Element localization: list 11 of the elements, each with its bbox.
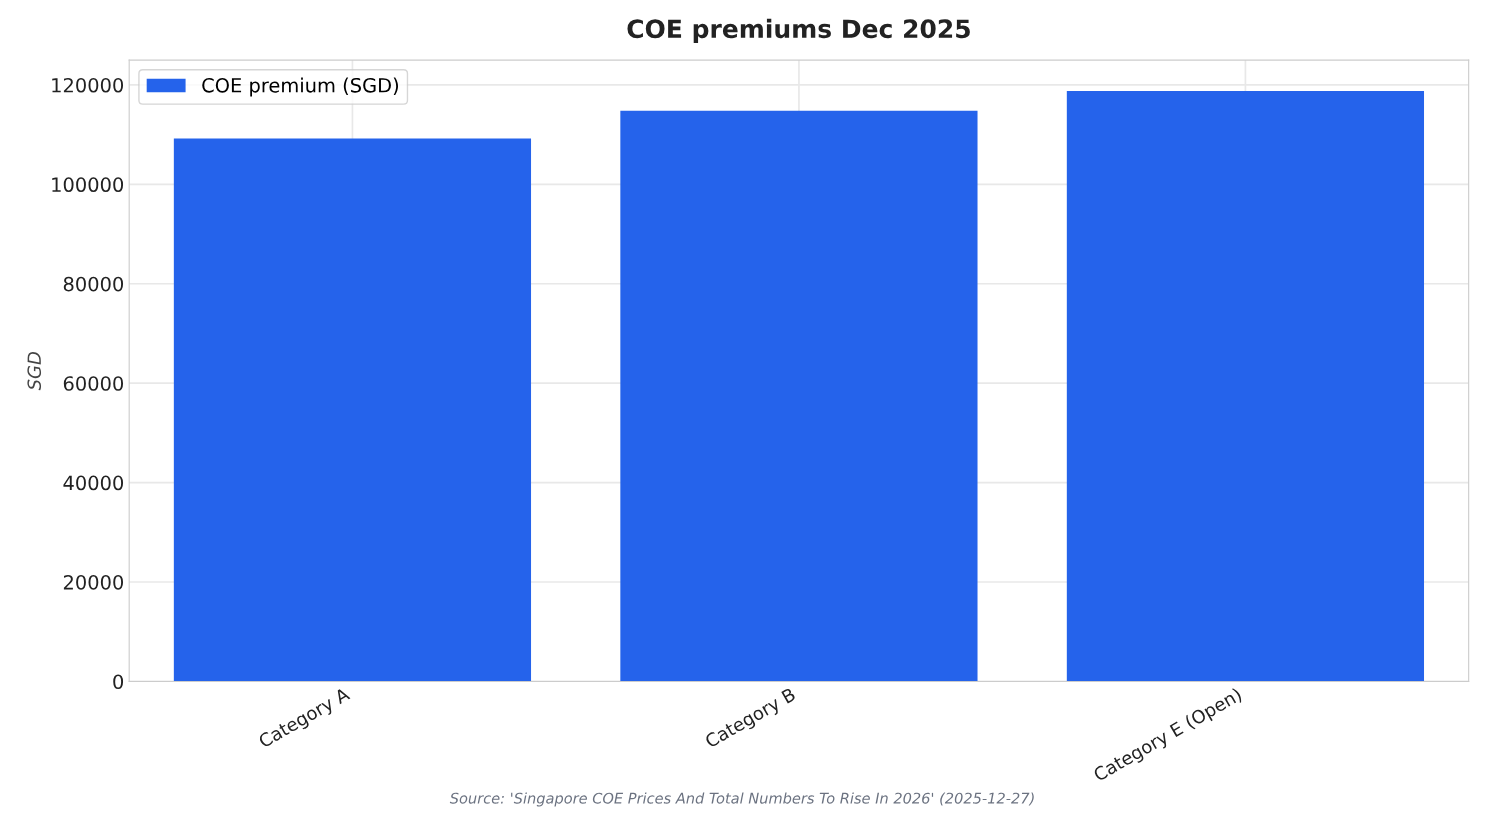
legend-label: COE premium (SGD) [202, 77, 399, 97]
y-axis-title: SGD [27, 351, 42, 391]
y-tick-label: 40000 [63, 475, 124, 491]
y-tick-label: 120000 [52, 77, 124, 93]
y-tick-label: 100000 [52, 177, 124, 193]
y-tick-label: 0 [113, 674, 124, 690]
y-tick-label: 60000 [63, 376, 124, 391]
chart-title: COE premiums Dec 2025 [627, 18, 970, 44]
y-tick-label: 80000 [63, 276, 124, 292]
source-note: Source: 'Singapore COE Prices And Total Numbers To Rise In 2026' (2025-12-27) [449, 792, 1034, 807]
y-tick-label: 20000 [63, 574, 124, 590]
